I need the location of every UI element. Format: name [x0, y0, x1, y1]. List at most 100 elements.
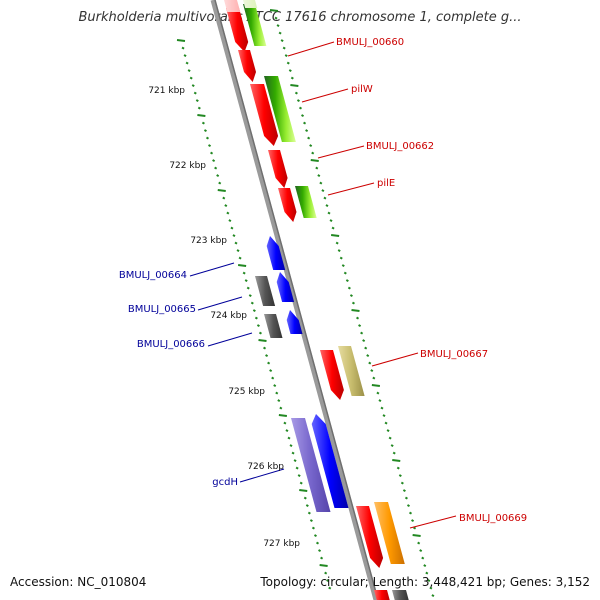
label-bmulj-00664[interactable]: BMULJ_00664	[119, 270, 187, 281]
label-bmulj-00665[interactable]: BMULJ_00665	[128, 304, 196, 315]
leader-bmulj-00662	[317, 145, 365, 159]
gene-gcdh-gene[interactable]	[291, 418, 331, 512]
gene-bmulj-00666-gene[interactable]	[264, 314, 283, 338]
minor-tick	[349, 294, 353, 298]
minor-tick	[384, 421, 388, 425]
minor-tick	[218, 181, 222, 185]
gene-pile-gene[interactable]	[295, 186, 317, 218]
gene-bmulj-00665-cds[interactable]	[276, 272, 295, 302]
minor-tick	[390, 444, 394, 448]
major-tick	[258, 339, 267, 342]
label-gcdh[interactable]: gcdH	[212, 477, 238, 488]
tick-label-722: 722 kbp	[169, 161, 206, 171]
minor-tick	[345, 279, 349, 283]
gene-bottom-gene[interactable]	[392, 590, 409, 600]
minor-tick	[299, 481, 303, 485]
label-pile[interactable]: pilE	[377, 178, 395, 189]
tick-label-727: 727 kbp	[263, 539, 300, 549]
minor-tick	[214, 166, 218, 170]
gene-bmulj-00664-cds[interactable]	[266, 236, 286, 270]
minor-tick	[181, 46, 185, 50]
minor-tick	[208, 144, 212, 148]
minor-tick	[203, 129, 207, 133]
minor-tick	[232, 234, 236, 238]
minor-tick	[423, 564, 427, 568]
minor-tick	[197, 106, 201, 110]
major-tick	[392, 459, 401, 462]
gene-bottom-cds[interactable]	[374, 590, 390, 600]
gene-bmulj-00669-cds[interactable]	[356, 506, 384, 568]
gene-pilw-cds-b[interactable]	[250, 84, 279, 146]
minor-tick	[285, 429, 289, 433]
minor-tick	[205, 136, 210, 140]
minor-tick	[242, 271, 246, 275]
minor-tick	[274, 16, 278, 20]
minor-tick	[358, 324, 362, 328]
minor-tick	[324, 571, 328, 575]
gene-bmulj-00669-gene[interactable]	[374, 502, 405, 564]
minor-tick	[224, 204, 228, 208]
gene-bmulj-00662-cds[interactable]	[268, 150, 288, 188]
label-bmulj-00660[interactable]: BMULJ_00660	[336, 37, 404, 48]
minor-tick	[234, 241, 238, 245]
gene-pilw-cds-a[interactable]	[238, 50, 256, 82]
major-tick	[331, 234, 340, 237]
gene-bmulj-00660-gene-fade[interactable]	[243, 0, 258, 8]
label-bmulj-00666[interactable]: BMULJ_00666	[137, 339, 205, 350]
gene-bmulj-00660-fade[interactable]	[224, 0, 241, 12]
accession-text: Accession: NC_010804	[10, 575, 147, 589]
minor-tick	[230, 226, 234, 230]
label-bmulj-00662[interactable]: BMULJ_00662	[366, 141, 434, 152]
minor-tick	[402, 489, 406, 493]
minor-tick	[343, 271, 347, 275]
minor-tick	[315, 541, 320, 545]
minor-tick	[280, 39, 284, 43]
minor-tick	[294, 91, 298, 95]
label-bmulj-00669[interactable]: BMULJ_00669	[459, 513, 527, 524]
minor-tick	[425, 571, 429, 575]
minor-tick	[236, 249, 240, 253]
minor-tick	[411, 519, 415, 523]
label-bmulj-00667[interactable]: BMULJ_00667	[420, 349, 488, 360]
major-tick	[351, 309, 360, 312]
gene-bmulj-00660-cds[interactable]	[226, 8, 249, 52]
minor-tick	[287, 436, 291, 440]
gene-pilw-gene[interactable]	[264, 76, 296, 142]
minor-tick	[246, 286, 250, 290]
major-tick	[319, 564, 328, 567]
minor-tick	[291, 451, 295, 455]
minor-tick	[427, 579, 431, 583]
tick-label-721: 721 kbp	[148, 86, 185, 96]
minor-tick	[341, 264, 345, 268]
gene-bmulj-00666-cds[interactable]	[286, 310, 303, 334]
minor-tick	[269, 369, 273, 373]
gene-bmulj-00665-gene[interactable]	[255, 276, 276, 306]
gene-bmulj-00667-cds[interactable]	[320, 350, 344, 400]
gene-bmulj-00667-gene[interactable]	[338, 346, 365, 396]
gene-labels: BMULJ_00660 pilW BMULJ_00662 pilE BMULJ_…	[119, 37, 527, 524]
minor-tick	[396, 466, 400, 470]
minor-tick	[187, 69, 191, 73]
minor-tick	[256, 324, 260, 328]
minor-tick	[258, 331, 262, 335]
minor-tick	[327, 211, 331, 215]
gene-pile-cds[interactable]	[278, 188, 297, 222]
minor-tick	[295, 466, 299, 470]
minor-tick	[228, 219, 232, 223]
tick-label-726: 726 kbp	[247, 462, 284, 472]
minor-tick	[289, 444, 293, 448]
minor-tick	[276, 24, 280, 28]
minor-tick	[309, 519, 313, 523]
minor-tick	[277, 399, 281, 403]
minor-tick	[210, 151, 214, 155]
minor-tick	[301, 114, 305, 118]
gene-gcdh-cds[interactable]	[311, 414, 349, 508]
minor-tick	[356, 316, 360, 320]
minor-tick	[305, 129, 309, 133]
label-pilw[interactable]: pilW	[351, 84, 373, 95]
minor-tick	[378, 399, 382, 403]
leader-bmulj-00666	[207, 332, 253, 347]
leader-gcdh	[239, 468, 285, 483]
minor-tick	[296, 99, 300, 103]
gene-bmulj-00660-gene[interactable]	[243, 4, 267, 46]
